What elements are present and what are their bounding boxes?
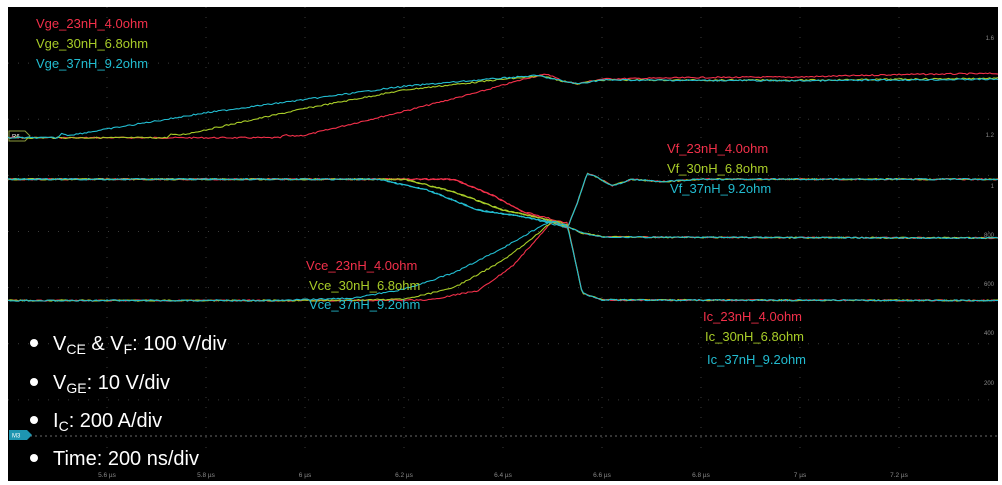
vce-labels: Vce_23nH_4.0ohm Vce_30nH_6.8ohm Vce_37nH… xyxy=(306,258,420,312)
ic-30nh-label: Ic_30nH_6.8ohm xyxy=(705,329,804,344)
right-tick-label: 1 xyxy=(991,184,995,190)
bullet-dot xyxy=(30,339,38,347)
annotation-text: IC: 200 A/div xyxy=(53,410,162,434)
annotation-text: VGE: 10 V/div xyxy=(53,372,170,396)
ic-23nh-label: Ic_23nH_4.0ohm xyxy=(703,309,802,324)
ic-labels: Ic_23nH_4.0ohm Ic_30nH_6.8ohm Ic_37nH_9.… xyxy=(703,309,806,367)
ic-37nh-label: Ic_37nH_9.2ohm xyxy=(707,352,806,367)
annotation-vce-vf: VCE & VF: 100 V/div xyxy=(30,333,227,357)
x-tick-labels: 5.6 µs 5.8 µs 6 µs 6.2 µs 6.4 µs 6.6 µs 6.8 µs… xyxy=(98,472,909,479)
vge-37nh-label: Vge_37nH_9.2ohm xyxy=(36,56,148,71)
grid xyxy=(8,7,998,456)
x-tick-label: 5.6 µs xyxy=(98,472,117,479)
x-tick-label: 6.2 µs xyxy=(395,472,414,479)
annotation-vge: VGE: 10 V/div xyxy=(30,372,170,396)
x-tick-label: 7 µs xyxy=(794,472,807,479)
x-tick-label: 6 µs xyxy=(299,472,312,479)
plot-background xyxy=(8,7,998,456)
m3-marker-label: M3 xyxy=(12,434,21,440)
right-tick-labels: 1.6 1.2 1 800 600 400 200 xyxy=(984,36,995,387)
waveform-traces xyxy=(7,72,999,302)
vce-23nh-label: Vce_23nH_4.0ohm xyxy=(306,258,417,273)
right-tick-label: 800 xyxy=(984,233,995,239)
vge-23nh-label: Vge_23nH_4.0ohm xyxy=(36,16,148,31)
trace-vce-37nh-9-2ohm xyxy=(7,178,999,302)
trace-vge-37nh-9-2ohm xyxy=(7,74,999,139)
right-tick-label: 200 xyxy=(984,381,995,387)
vce-30nh-label: Vce_30nH_6.8ohm xyxy=(309,278,420,293)
vce-37nh-label: Vce_37nH_9.2ohm xyxy=(309,297,420,312)
annotation-text: Time: 200 ns/div xyxy=(53,448,199,470)
right-tick-label: 400 xyxy=(984,331,995,337)
trace-ic-37nh-9-2ohm xyxy=(7,220,999,302)
annotation-ic: IC: 200 A/div xyxy=(30,410,162,434)
vf-labels: Vf_23nH_4.0ohm Vf_30nH_6.8ohm Vf_37nH_9.… xyxy=(667,141,771,196)
axis-label-strip xyxy=(8,456,998,481)
right-tick-label: 1.2 xyxy=(986,133,995,139)
trace-vge-23nh-4-0ohm xyxy=(7,72,999,139)
scale-annotations: VCE & VF: 100 V/div VGE: 10 V/div IC: 20… xyxy=(30,333,227,470)
annotation-text: VCE & VF: 100 V/div xyxy=(53,333,227,357)
x-tick-label: 6.4 µs xyxy=(494,472,513,479)
annotation-time: Time: 200 ns/div xyxy=(30,448,199,470)
x-tick-label: 5.8 µs xyxy=(197,472,216,479)
bullet-dot xyxy=(30,416,38,424)
x-tick-label: 7.2 µs xyxy=(890,472,909,479)
vge-30nh-label: Vge_30nH_6.8ohm xyxy=(36,36,148,51)
right-tick-label: 1.6 xyxy=(986,36,995,42)
vf-23nh-label: Vf_23nH_4.0ohm xyxy=(667,141,768,156)
m3-channel-marker[interactable]: M3 xyxy=(9,430,32,440)
vge-labels: Vge_23nH_4.0ohm Vge_30nH_6.8ohm Vge_37nH… xyxy=(36,16,148,71)
vf-37nh-label: Vf_37nH_9.2ohm xyxy=(670,181,771,196)
x-tick-label: 6.8 µs xyxy=(692,472,711,479)
bullet-dot xyxy=(30,454,38,462)
vf-30nh-label: Vf_30nH_6.8ohm xyxy=(667,161,768,176)
bullet-dot xyxy=(30,378,38,386)
x-tick-label: 6.6 µs xyxy=(593,472,612,479)
right-tick-label: 600 xyxy=(984,282,995,288)
